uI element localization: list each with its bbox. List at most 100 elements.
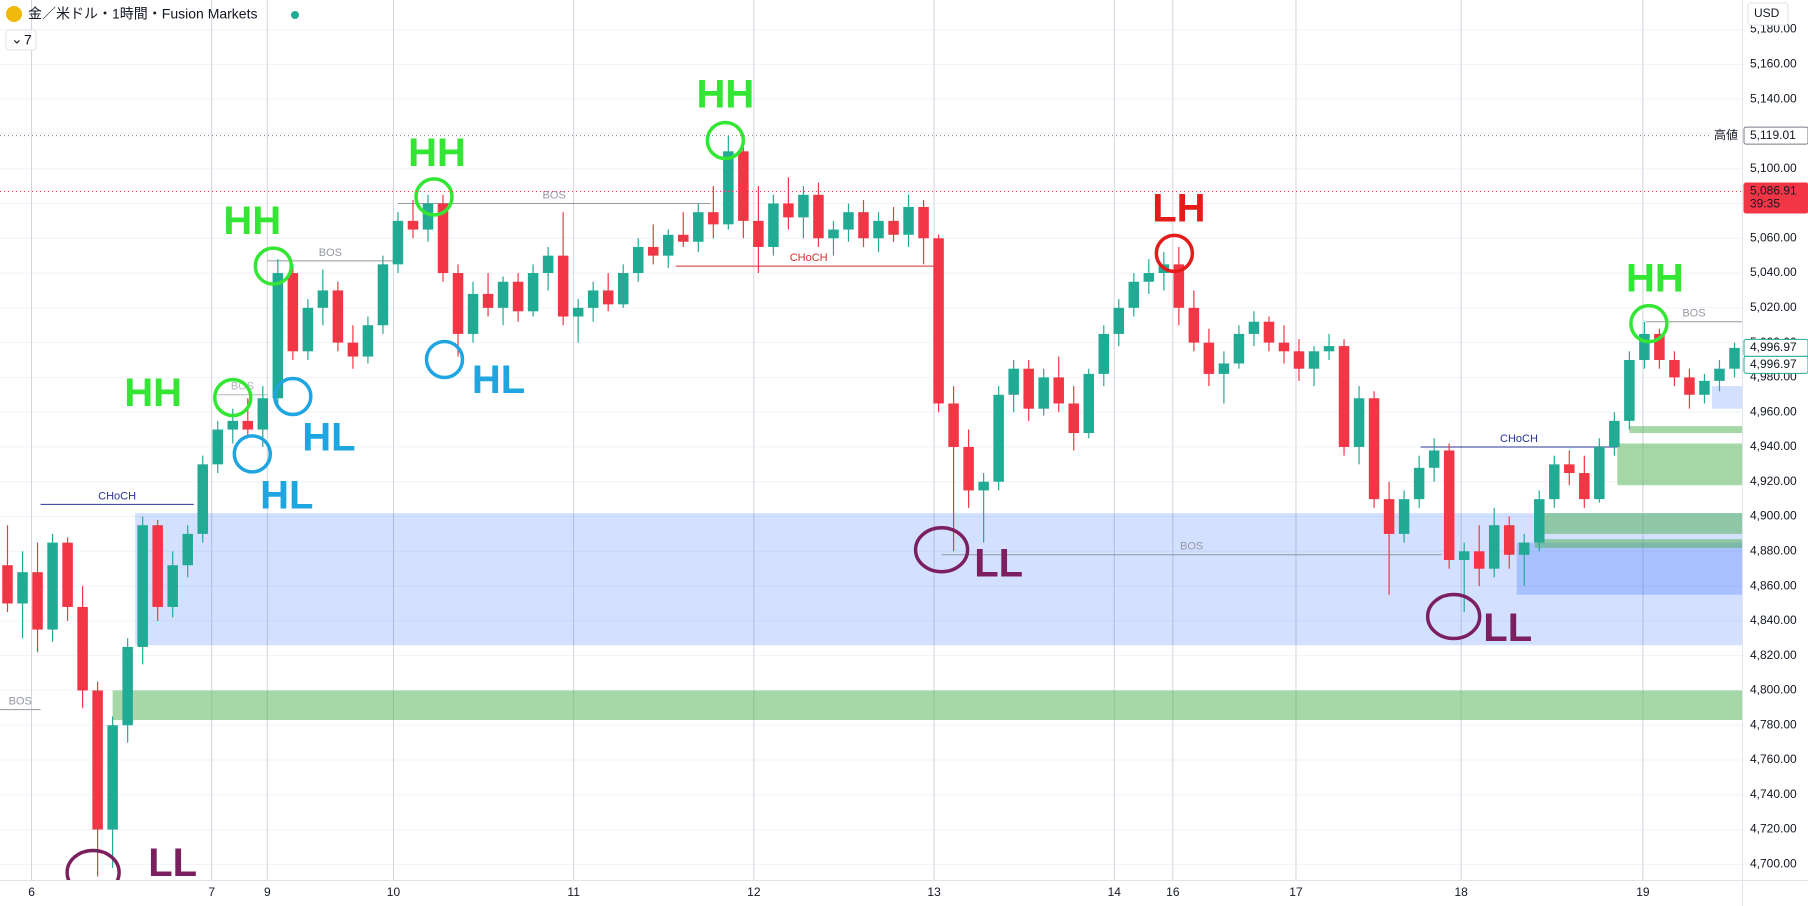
candle-body [1488,525,1500,569]
candle-body [602,290,614,305]
symbol-title[interactable]: 金／米ドル・1時間・Fusion Markets [28,6,257,22]
zone [135,513,1742,646]
candle-body [587,290,599,308]
candle-body [227,420,239,430]
pivot-label: HH [408,131,466,175]
candle-body [92,690,103,830]
price-label-box [1743,182,1808,214]
candle-body [1278,342,1290,352]
candle-body [287,273,299,352]
pivot-label: HH [696,72,754,116]
pivot-label: HH [223,199,281,243]
zone [1516,542,1742,595]
candle-body [632,246,644,274]
candle-body [1098,333,1110,374]
y-tick-label: 4,740.00 [1750,787,1797,801]
candle-body [1128,281,1140,308]
candle-body [1338,346,1350,447]
structure-label: BOS [543,189,566,201]
candle-body [783,203,794,218]
pivot-circle [913,525,970,574]
currency-button[interactable] [1747,2,1789,26]
candle-body [813,194,824,239]
price-label: 5,086.91 [1750,184,1797,198]
candle-body [1323,346,1335,352]
candle-body [1669,360,1680,378]
y-tick-label: 4,820.00 [1750,648,1797,662]
candle-body [843,212,854,230]
candle-body [17,572,28,604]
x-tick-label: 6 [28,885,35,899]
candle-body [392,220,404,265]
candle-body [317,290,329,308]
candle-body [1443,450,1455,560]
candle-body [738,151,749,221]
candle-body [798,194,809,218]
candle-body [993,394,1004,482]
candle-body [1113,307,1125,334]
candle-body [663,234,674,256]
candle-body [693,212,704,242]
x-tick-label: 7 [208,885,215,899]
candle-body [828,229,839,239]
candle-body [1609,420,1620,447]
pivot-circle [1629,303,1669,344]
structure-label: CHoCH [1500,433,1538,445]
zone [1629,426,1742,434]
candle-body [1248,321,1260,334]
pivot-label: LL [1483,606,1532,650]
structure-label: BOS [319,247,342,259]
y-tick-label: 4,940.00 [1750,439,1797,453]
candle-body [452,273,464,334]
y-tick-label: 5,040.00 [1750,265,1797,279]
zone [1617,443,1742,486]
candle-body [1083,373,1095,434]
candle-body [768,203,779,247]
candle-body [362,325,374,357]
candle-body [1458,551,1470,560]
x-tick-label: 13 [927,885,941,899]
y-tick-label: 4,860.00 [1750,578,1797,592]
x-tick-label: 12 [747,885,761,899]
candle-body [257,398,269,430]
candle-body [708,212,719,225]
candle-body [242,420,254,430]
candle-body [1023,368,1034,409]
x-tick-label: 16 [1166,885,1180,899]
structure-label: CHoCH [98,490,136,502]
candle-body [1263,321,1275,343]
candle-body [377,264,389,326]
pivot-circle [1425,592,1482,641]
candle-body [858,212,869,239]
candle-body [467,293,479,334]
candle-body [617,273,629,305]
y-tick-label: 4,760.00 [1750,752,1797,766]
pivot-label: LL [974,541,1023,585]
y-tick-label: 4,720.00 [1750,822,1797,836]
x-tick-label: 19 [1636,885,1650,899]
candle-body [302,307,314,352]
candle-body [1729,347,1740,369]
price-tag: 高値 [1714,127,1738,142]
candle-body [1428,450,1440,468]
zone [1542,513,1742,534]
candle-body [1639,333,1650,360]
candle-body [1398,499,1410,534]
candle-body [933,238,944,404]
candle-body [347,342,359,357]
indicator-toggle[interactable] [5,29,37,51]
candle-body [1549,464,1560,500]
structure-label: CHoCH [790,252,828,264]
candle-body [47,542,58,630]
candle-body [527,273,539,312]
pivot-label: LL [148,841,197,885]
symbol-icon [6,6,22,22]
candle-body [1714,368,1725,381]
candle-body [888,220,899,235]
y-tick-label: 4,920.00 [1750,474,1797,488]
candle-body [647,246,659,256]
price-label: 5,119.01 [1750,128,1796,142]
y-tick-label: 5,020.00 [1750,300,1797,314]
